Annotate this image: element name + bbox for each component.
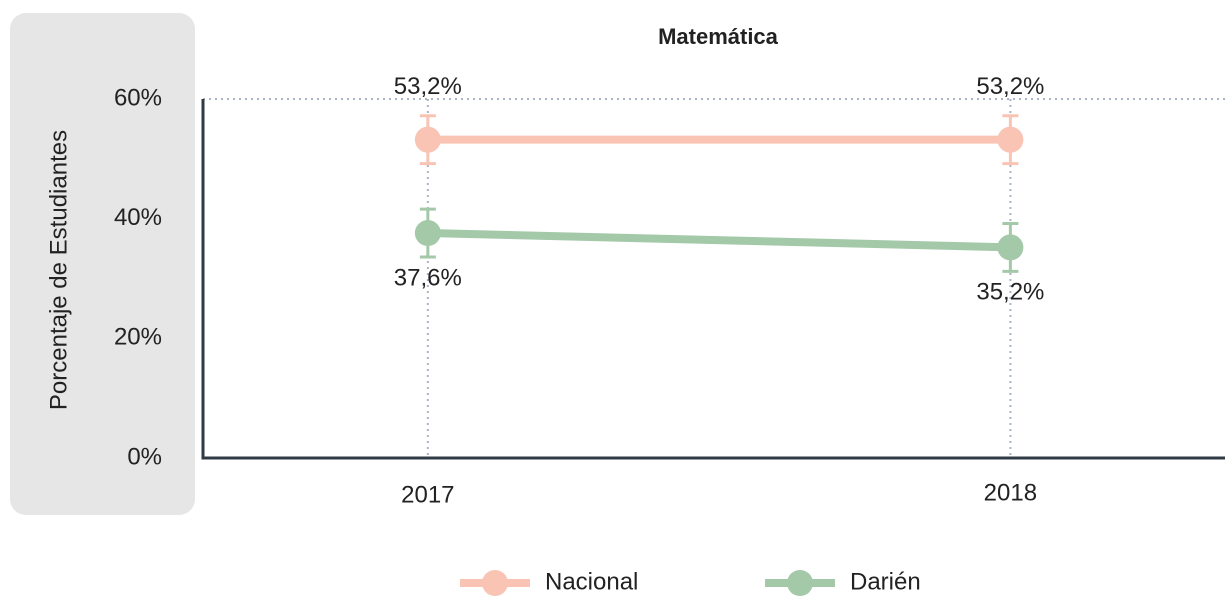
legend-label: Nacional: [545, 568, 638, 595]
point: [414, 126, 441, 153]
y-label-box: [10, 13, 195, 515]
data-label: 53,2%: [976, 73, 1044, 100]
point: [997, 234, 1024, 261]
x-tick-label: 2018: [984, 479, 1037, 506]
y-axis-label: Porcentaje de Estudiantes: [45, 130, 72, 410]
legend-marker: [482, 570, 508, 596]
y-tick-label: 20%: [114, 324, 162, 351]
data-label: 53,2%: [394, 73, 462, 100]
legend-marker: [787, 570, 813, 596]
chart-title: Matemática: [658, 24, 779, 49]
point: [414, 220, 441, 247]
point: [997, 126, 1024, 153]
y-tick-label: 0%: [127, 443, 162, 470]
x-tick-label: 2017: [401, 481, 454, 508]
y-tick-label: 40%: [114, 204, 162, 231]
legend-label: Darién: [850, 568, 921, 595]
line: [427, 229, 1011, 252]
data-label: 35,2%: [976, 279, 1044, 306]
axis: [201, 99, 1225, 460]
data-label: 37,6%: [394, 264, 462, 291]
y-tick-label: 60%: [114, 84, 162, 111]
